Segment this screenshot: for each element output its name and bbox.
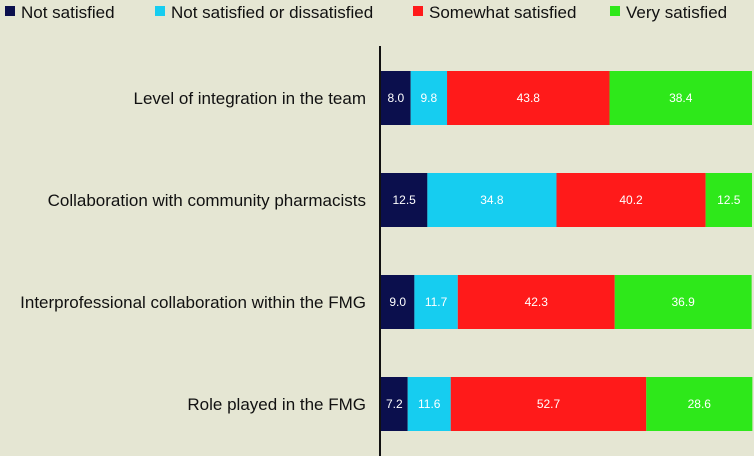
bar-segment-2-3 bbox=[614, 275, 752, 329]
category-label-2: Interprofessional collaboration within t… bbox=[20, 293, 366, 312]
data-label-1-0: 12.5 bbox=[393, 193, 417, 207]
bar-segment-3-3 bbox=[646, 377, 753, 431]
legend-label-2: Somewhat satisfied bbox=[429, 3, 576, 22]
data-label-2-0: 9.0 bbox=[389, 295, 406, 309]
data-label-1-3: 12.5 bbox=[717, 193, 741, 207]
bar-segment-0-2 bbox=[447, 71, 610, 125]
legend: Not satisfied Not satisfied or dissatisfi… bbox=[5, 3, 727, 22]
bar-segment-1-1 bbox=[427, 173, 557, 227]
bar-segment-2-0 bbox=[381, 275, 415, 329]
legend-swatch-1 bbox=[155, 6, 165, 16]
data-label-3-0: 7.2 bbox=[386, 397, 403, 411]
bar-segment-0-0 bbox=[381, 71, 411, 125]
bar-segment-0-3 bbox=[609, 71, 752, 125]
legend-swatch-3 bbox=[610, 6, 620, 16]
category-label-1: Collaboration with community pharmacists bbox=[48, 191, 366, 210]
data-label-1-2: 40.2 bbox=[619, 193, 643, 207]
bar-segment-2-1 bbox=[414, 275, 458, 329]
data-label-3-2: 52.7 bbox=[537, 397, 561, 411]
data-label-1-1: 34.8 bbox=[480, 193, 504, 207]
data-label-0-0: 8.0 bbox=[387, 91, 404, 105]
plot-area: 8.0 9.8 43.8 38.4 12.5 34.8 40.2 12.5 9.0 11.7 42.… bbox=[381, 71, 753, 431]
legend-label-0: Not satisfied bbox=[21, 3, 115, 22]
bar-segment-0-1 bbox=[410, 71, 448, 125]
category-label-0: Level of integration in the team bbox=[134, 89, 366, 108]
legend-swatch-0 bbox=[5, 6, 15, 16]
data-label-2-2: 42.3 bbox=[525, 295, 549, 309]
bar-segment-1-0 bbox=[381, 173, 428, 227]
data-label-3-1: 11.6 bbox=[418, 397, 441, 411]
legend-label-3: Very satisfied bbox=[626, 3, 727, 22]
bar-segment-1-2 bbox=[556, 173, 706, 227]
data-label-0-2: 43.8 bbox=[517, 91, 541, 105]
bar-segment-1-3 bbox=[705, 173, 752, 227]
category-label-3: Role played in the FMG bbox=[187, 395, 366, 414]
data-label-2-1: 11.7 bbox=[425, 295, 448, 309]
bar-segment-3-2 bbox=[450, 377, 647, 431]
legend-label-1: Not satisfied or dissatisfied bbox=[171, 3, 373, 22]
bar-segment-3-1 bbox=[407, 377, 451, 431]
data-label-2-3: 36.9 bbox=[671, 295, 695, 309]
data-label-0-1: 9.8 bbox=[421, 91, 438, 105]
legend-swatch-2 bbox=[413, 6, 423, 16]
bar-segment-3-0 bbox=[381, 377, 408, 431]
data-label-3-3: 28.6 bbox=[688, 397, 712, 411]
data-label-0-3: 38.4 bbox=[669, 91, 693, 105]
category-labels: Level of integration in the team Collabor… bbox=[20, 89, 366, 414]
bar-segment-2-2 bbox=[457, 275, 615, 329]
